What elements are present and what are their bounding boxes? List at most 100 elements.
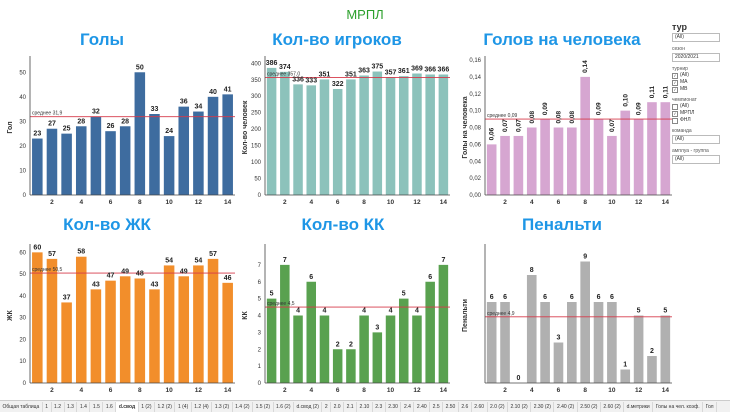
season-dropdown[interactable]: 2020/2021 (672, 53, 720, 62)
sheet-tab[interactable]: 2.3 (373, 401, 386, 412)
data-label: 0,09 (542, 102, 549, 115)
championship-label: чемпионат (672, 97, 697, 103)
x-tick-label: 4 (79, 199, 83, 206)
sheet-tab[interactable]: 1.6 (103, 401, 117, 412)
championship-option[interactable]: ФНЛ (672, 117, 730, 124)
sheet-tab[interactable]: 2.60 (472, 401, 488, 412)
bar (580, 261, 590, 383)
bar (500, 302, 510, 383)
sheet-tab[interactable]: 2.50 (443, 401, 459, 412)
y-axis-label: Гол (7, 121, 14, 133)
tournament-option[interactable]: ✓ (All) (672, 72, 730, 79)
data-label: 46 (224, 275, 232, 282)
bar (75, 256, 87, 383)
sheet-tab[interactable]: 2.60 (2) (601, 401, 625, 412)
data-label: 4 (389, 308, 393, 315)
data-label: 7 (283, 257, 287, 264)
sheet-tab[interactable]: 2.10 (357, 401, 373, 412)
tournament-checkbox[interactable]: ✓ (672, 86, 678, 93)
bar (193, 265, 204, 383)
data-label: 58 (77, 249, 85, 256)
tour-dropdown[interactable]: (All) (672, 33, 720, 42)
data-label: 7 (441, 257, 445, 264)
sheet-tab[interactable]: d.свод (2) (294, 401, 323, 412)
sheet-tab[interactable]: 1.2 (4) (192, 401, 213, 412)
bar (105, 280, 116, 383)
sheet-tab[interactable]: 1.6 (2) (274, 401, 294, 412)
sheet-tab[interactable]: Общая таблица (0, 401, 43, 412)
tournament-option[interactable]: ✓ МВ (672, 86, 730, 93)
championship-option[interactable]: ✓ МРПЛ (672, 110, 730, 117)
data-label: 0,07 (502, 119, 509, 132)
sheet-tab[interactable]: 2.6 (459, 401, 472, 412)
tournament-checkbox[interactable]: ✓ (672, 72, 678, 79)
data-label: 333 (305, 77, 317, 84)
y-tick-label: 0,10 (469, 109, 481, 115)
x-tick-label: 4 (530, 387, 534, 394)
sheet-tab[interactable]: 2.0 (331, 401, 345, 412)
sheet-tab[interactable]: 2.1 (344, 401, 358, 412)
bar (346, 349, 356, 383)
sheet-tab[interactable]: 1 (4) (175, 401, 192, 412)
championship-checkbox[interactable] (672, 117, 678, 124)
bar (620, 369, 631, 383)
sheet-tab[interactable]: 1.4 (2) (233, 401, 254, 412)
position-dropdown[interactable]: (All) (672, 155, 720, 164)
sheet-tab[interactable]: 1.5 (2) (253, 401, 274, 412)
bar (105, 131, 116, 195)
bar (46, 258, 58, 383)
sheet-tab[interactable]: 2 (322, 401, 332, 412)
bar (163, 136, 175, 195)
bar (178, 106, 190, 195)
sheet-tab[interactable]: Голы на чел. коэф. (653, 401, 704, 412)
bar (332, 349, 343, 383)
championship-checkbox[interactable] (672, 103, 678, 110)
bar (647, 356, 657, 383)
x-tick-label: 6 (336, 387, 340, 394)
tournament-checkbox[interactable]: ✓ (672, 79, 678, 86)
bar (438, 74, 449, 195)
bar (119, 276, 131, 383)
sheet-tab[interactable]: 2.40 (414, 401, 431, 412)
sheet-tab[interactable]: 2.30 (386, 401, 402, 412)
sheet-tab[interactable]: 2.0 (2) (488, 401, 508, 412)
data-label: 6 (570, 294, 574, 301)
data-label: 6 (503, 294, 507, 301)
data-label: 366 (424, 66, 436, 73)
sheet-tab[interactable]: 1.2 (52, 401, 65, 412)
sheet-tab[interactable]: 2.4 (401, 401, 415, 412)
sheet-tab[interactable]: 2.40 (2) (554, 401, 578, 412)
season-label: сезон (672, 46, 685, 52)
championship-checkbox[interactable]: ✓ (672, 110, 678, 117)
data-label: 54 (194, 257, 202, 264)
data-label: 36 (180, 99, 188, 106)
sheet-tab[interactable]: Гол (703, 401, 718, 412)
sheet-tab[interactable]: d.свод (116, 401, 139, 412)
sheet-tab[interactable]: 1.4 (77, 401, 91, 412)
y-tick-label: 40 (19, 294, 26, 300)
championship-option[interactable]: (All) (672, 103, 730, 110)
sheet-tab[interactable]: 1.2 (2) (155, 401, 176, 412)
sheet-tab[interactable]: 1 (43, 401, 52, 412)
y-axis-label: Пенальти (462, 299, 469, 332)
sheet-tab[interactable]: 2.5 (430, 401, 444, 412)
sheet-tab[interactable]: 2.50 (2) (578, 401, 601, 412)
data-label: 27 (48, 121, 56, 128)
sheet-tab[interactable]: 1 (2) (139, 401, 155, 412)
sheet-tab[interactable]: 1.3 (65, 401, 78, 412)
x-tick-label: 14 (224, 199, 232, 206)
tournament-option[interactable]: ✓ МА (672, 79, 730, 86)
data-label: 0,08 (569, 110, 576, 123)
sheet-tab[interactable]: 1.5 (90, 401, 104, 412)
data-label: 0,14 (582, 60, 589, 73)
sheet-tab[interactable]: 1.3 (2) (212, 401, 233, 412)
data-label: 48 (136, 270, 144, 277)
y-tick-label: 30 (19, 119, 26, 125)
sheet-tab[interactable]: 2.30 (2) (531, 401, 555, 412)
x-tick-label: 2 (283, 387, 287, 394)
sheet-tab[interactable]: 2.10 (2) (508, 401, 532, 412)
sheet-tab[interactable]: d.метрики (624, 401, 654, 412)
team-dropdown[interactable]: (All) (672, 135, 720, 144)
x-tick-label: 8 (362, 199, 366, 206)
bar (332, 88, 343, 195)
